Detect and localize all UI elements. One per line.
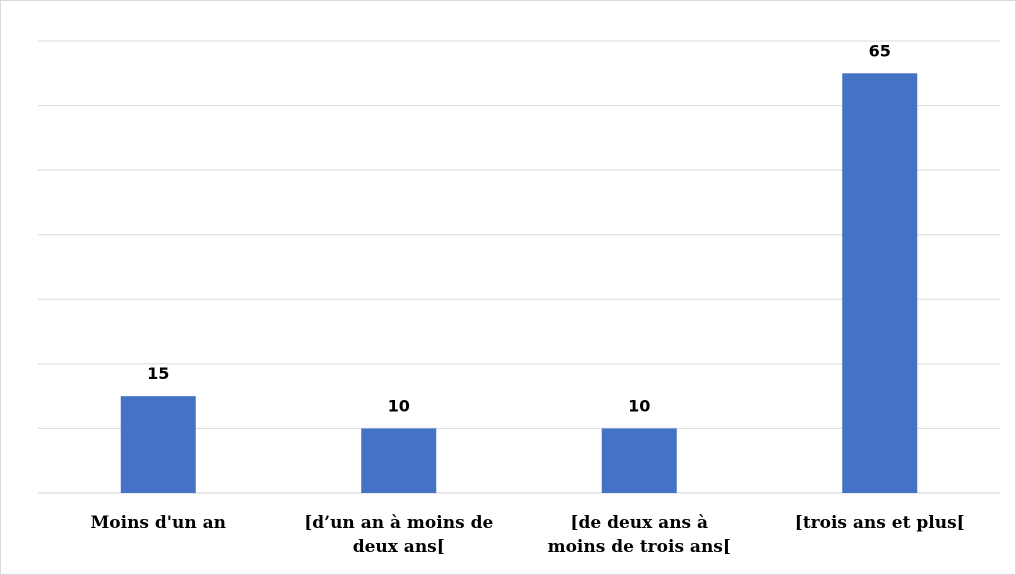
- bar: [601, 428, 677, 493]
- bar: [842, 73, 918, 494]
- category-labels: Moins d'un an [d’un an à moins de deux ans…: [90, 513, 964, 557]
- category-label: [d’un an à moins de deux ans[: [304, 513, 493, 557]
- bars: [120, 73, 918, 494]
- category-label-line: deux ans[: [353, 537, 445, 557]
- category-label-line: [d’un an à moins de: [304, 513, 493, 533]
- category-label: [de deux ans à moins de trois ans[: [548, 513, 731, 557]
- category-label-line: Moins d'un an: [90, 513, 226, 533]
- gridlines: [38, 40, 1000, 494]
- category-label: Moins d'un an: [90, 513, 226, 533]
- category-label-line: moins de trois ans[: [548, 537, 731, 557]
- data-label: 10: [628, 396, 650, 415]
- data-label: 65: [869, 41, 891, 60]
- data-label: 15: [147, 364, 169, 383]
- data-label: 10: [388, 396, 410, 415]
- category-label-line: [trois ans et plus[: [795, 513, 965, 533]
- category-label: [trois ans et plus[: [795, 513, 965, 533]
- category-label-line: [de deux ans à: [570, 513, 708, 533]
- bar: [361, 428, 437, 493]
- data-labels: 15 10 10 65: [147, 41, 891, 415]
- bar: [120, 396, 196, 493]
